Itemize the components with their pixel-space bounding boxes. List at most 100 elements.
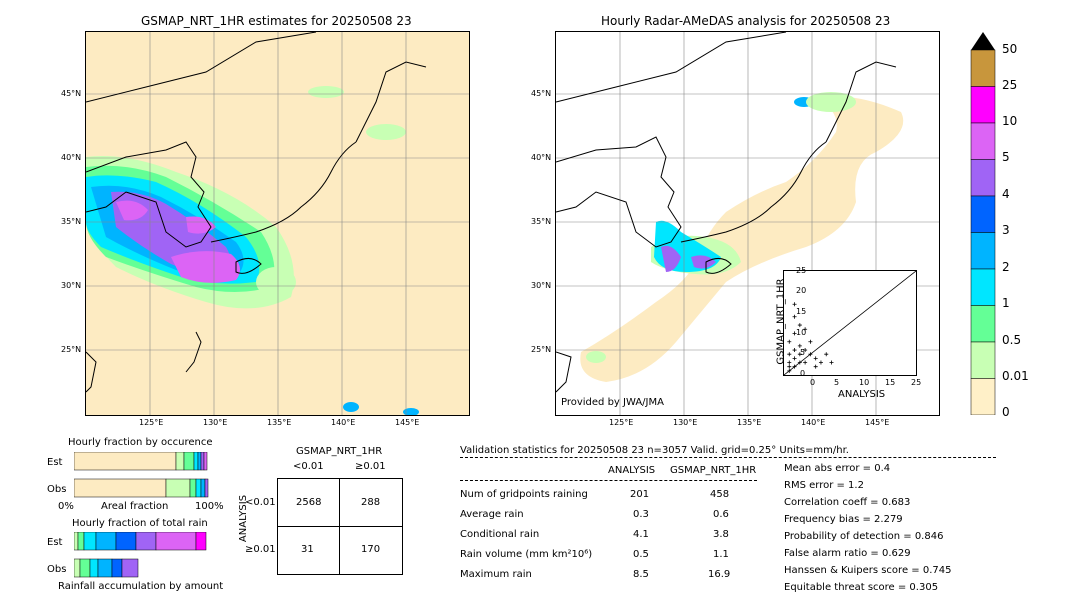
stat-label-volume: Rain volume (mm km²10⁶) [460, 549, 593, 560]
stat-analysis-gridpoints: 201 [630, 489, 650, 500]
colorbar [970, 32, 996, 415]
contingency-cell-c: 31 [301, 544, 314, 555]
cb-label-50: 50 [1002, 42, 1018, 56]
scatter-point [824, 352, 829, 357]
right-lat-25: 25°N [531, 345, 552, 354]
scatter-point [792, 356, 797, 361]
right-rain-field [580, 92, 904, 382]
scatter-ytick-20: 20 [796, 286, 807, 295]
occurrence-est-label: Est [47, 457, 63, 468]
scatter-point [803, 348, 808, 353]
scatter-xtick-25: 25 [911, 378, 922, 387]
right-lon-145: 145°E [865, 418, 890, 427]
scatter-ytick-15: 15 [796, 307, 807, 316]
scatter-diagonal [783, 270, 917, 376]
stat-gsmap-maximum: 16.9 [708, 569, 731, 580]
right-lon-135: 135°E [737, 418, 762, 427]
colorbar-box-7 [970, 305, 996, 343]
scatter-ytick-10: 10 [796, 328, 807, 337]
score-far: False alarm ratio = 0.629 [784, 548, 911, 559]
stat-analysis-volume: 0.5 [633, 549, 649, 560]
right-lon-125: 125°E [609, 418, 634, 427]
right-map-title: Hourly Radar-AMeDAS analysis for 2025050… [601, 14, 891, 28]
scatter-xtick-5: 5 [834, 378, 840, 387]
provider-credit: Provided by JWA/JMA [561, 397, 664, 408]
contingency-row-lt: <0.01 [245, 497, 276, 508]
occurrence-axis-left: 0% [58, 501, 74, 512]
cb-label-1: 1 [1002, 296, 1010, 310]
cb-label-0: 0 [1002, 405, 1010, 419]
scatter-point [787, 368, 792, 373]
scatter-point [797, 343, 802, 348]
stat-gsmap-conditional: 3.8 [713, 529, 729, 540]
scatter-point [797, 323, 802, 328]
occurrence-obs-label: Obs [47, 484, 67, 495]
scatter-point [792, 314, 797, 319]
scatter-point [813, 364, 818, 369]
occurrence-axis-right: 100% [195, 501, 224, 512]
colorbar-extend-arrow [971, 32, 995, 50]
right-lon-140: 140°E [801, 418, 826, 427]
left-lat-45: 45°N [61, 89, 82, 98]
scatter-plot [783, 270, 917, 376]
right-lon-130: 130°E [673, 418, 698, 427]
left-lon-135: 135°E [267, 418, 292, 427]
validation-divider [460, 457, 996, 458]
colorbar-box-1 [970, 86, 996, 124]
score-hk: Hanssen & Kuipers score = 0.745 [784, 565, 952, 576]
validation-col-analysis: ANALYSIS [608, 465, 656, 476]
scatter-ylabel: GSMAP_NRT_1HR [775, 278, 787, 365]
score-corr: Correlation coeff = 0.683 [784, 497, 911, 508]
cb-label-0-01: 0.01 [1002, 369, 1029, 383]
left-lon-140: 140°E [331, 418, 356, 427]
colorbar-box-5 [970, 232, 996, 270]
total-rain-footer: Rainfall accumulation by amount [58, 581, 224, 592]
validation-col-divider [460, 480, 757, 481]
occurrence-bars [74, 452, 209, 498]
score-rmse: RMS error = 1.2 [784, 480, 864, 491]
colorbar-boxes [970, 49, 996, 415]
right-lat-35: 35°N [531, 217, 552, 226]
colorbar-box-8 [970, 341, 996, 379]
total-rain-obs-bar [74, 558, 139, 578]
scatter-xtick-0: 0 [810, 378, 816, 387]
stat-analysis-average: 0.3 [633, 509, 649, 520]
left-lon-125: 125°E [139, 418, 164, 427]
total-rain-title: Hourly fraction of total rain [72, 518, 208, 529]
left-lat-40: 40°N [61, 153, 82, 162]
stat-label-conditional: Conditional rain [460, 529, 540, 540]
right-map-coastline [556, 32, 897, 393]
score-ets: Equitable threat score = 0.305 [784, 582, 939, 593]
scatter-xtick-10: 10 [859, 378, 870, 387]
scatter-ytick-25: 25 [796, 266, 807, 275]
scatter-point [803, 327, 808, 332]
scatter-xlabel: ANALYSIS [838, 389, 886, 400]
colorbar-box-6 [970, 268, 996, 306]
contingency-grid: 2568 288 31 170 [277, 478, 403, 575]
left-map-title: GSMAP_NRT_1HR estimates for 20250508 23 [141, 14, 412, 28]
colorbar-box-4 [970, 195, 996, 233]
scatter-ytick-0: 0 [800, 369, 806, 378]
left-lat-30: 30°N [61, 281, 82, 290]
contingency-cell-b: 288 [361, 497, 381, 508]
left-lon-145: 145°E [395, 418, 420, 427]
stat-gsmap-volume: 1.1 [713, 549, 729, 560]
cb-label-25: 25 [1002, 78, 1018, 92]
scatter-point [792, 302, 797, 307]
left-map-canvas [86, 32, 469, 415]
occurrence-est-bar [74, 452, 208, 471]
cb-label-10: 10 [1002, 114, 1018, 128]
stat-label-gridpoints: Num of gridpoints raining [460, 489, 588, 500]
score-pod: Probability of detection = 0.846 [784, 531, 944, 542]
cb-label-0-5: 0.5 [1002, 333, 1022, 347]
scatter-point [787, 339, 792, 344]
validation-col-gsmap: GSMAP_NRT_1HR [670, 465, 757, 476]
stat-gsmap-average: 0.6 [713, 509, 729, 520]
contingency-col-ge: ≥0.01 [355, 461, 386, 472]
scatter-point [808, 339, 813, 344]
scatter-inset [783, 270, 917, 376]
left-lat-25: 25°N [61, 345, 82, 354]
right-lat-30: 30°N [531, 281, 552, 290]
stat-label-average: Average rain [460, 509, 524, 520]
scatter-point [829, 360, 834, 365]
